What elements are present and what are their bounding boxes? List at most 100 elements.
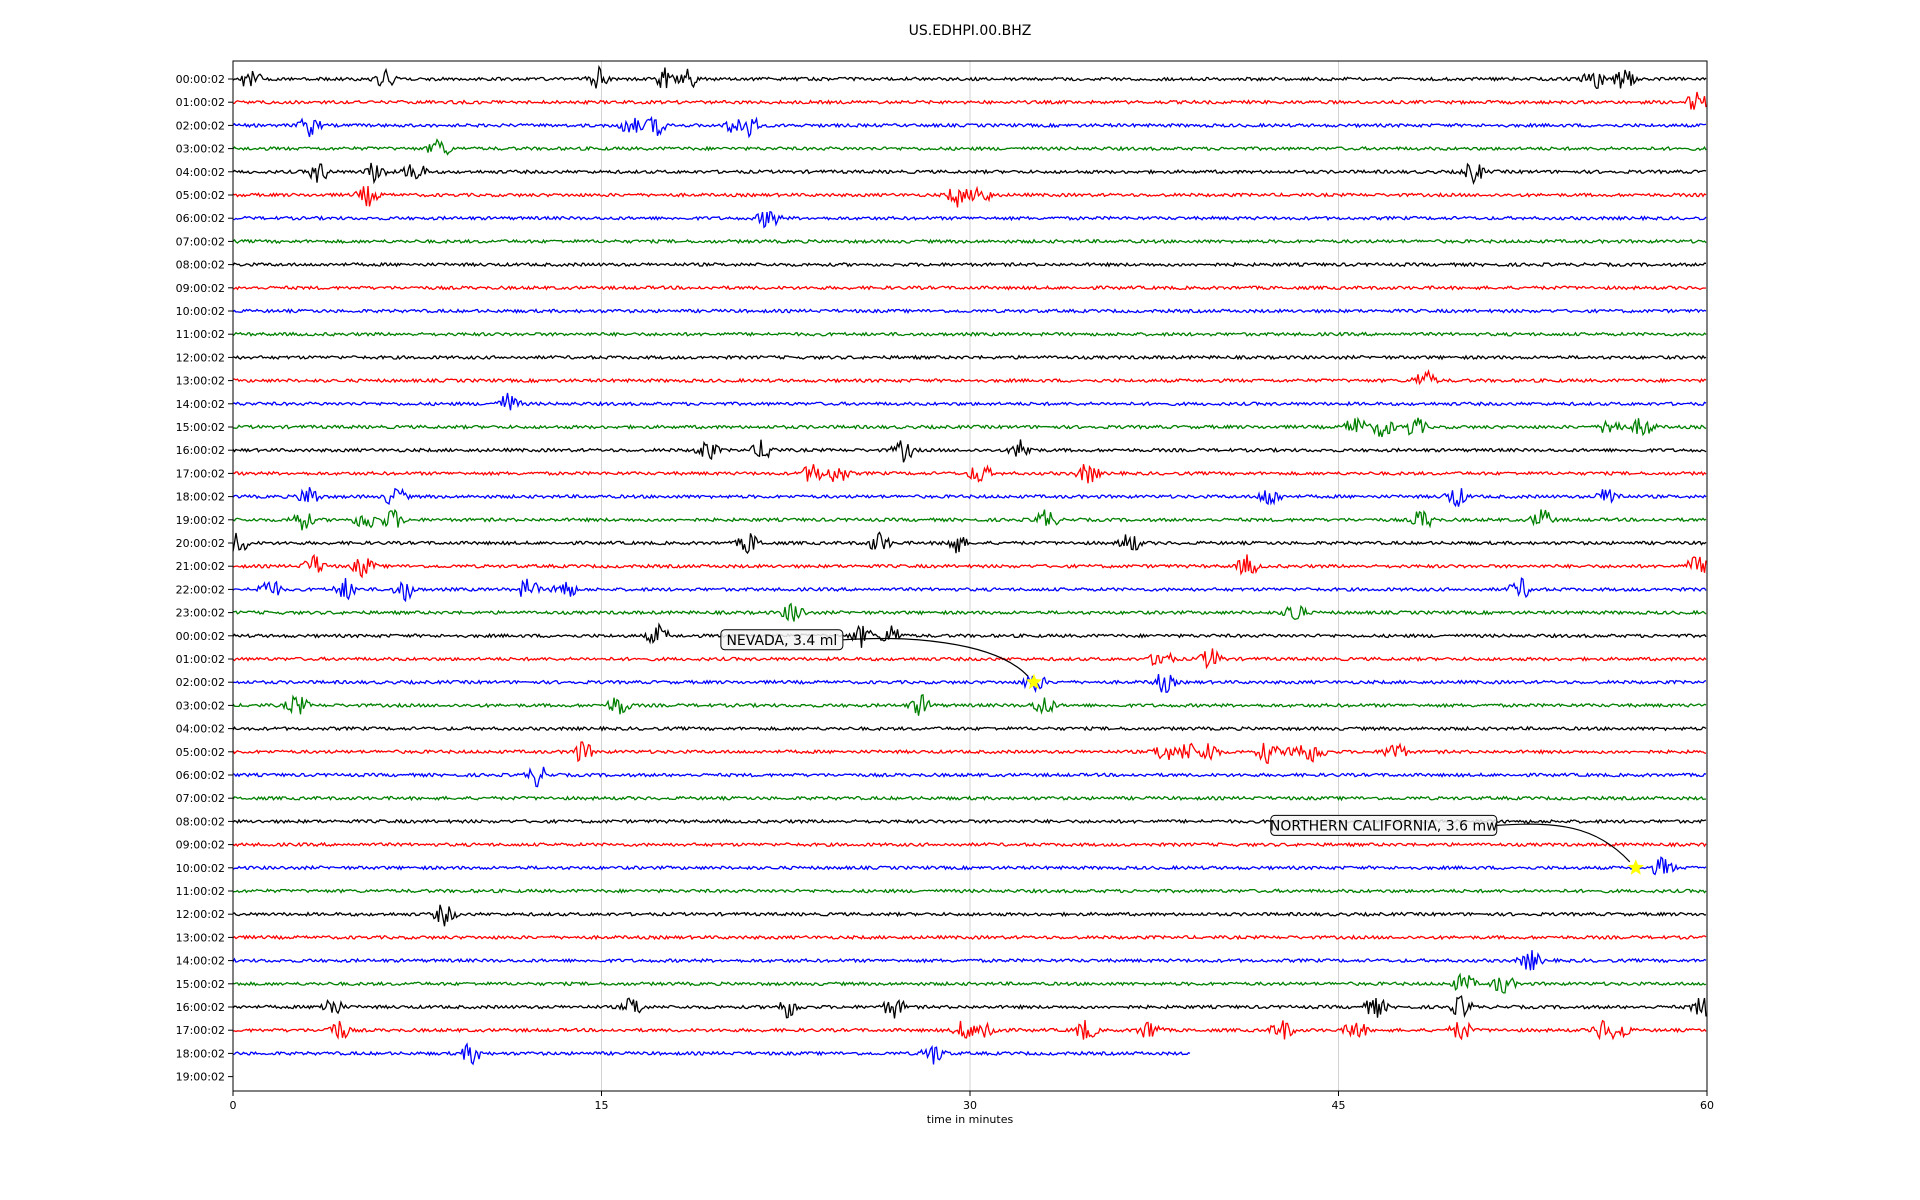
x-axis-label: time in minutes [927,1113,1014,1126]
annotation-box [1270,814,1498,836]
y-tick-label: 10:00:02 [176,305,225,318]
trace-line [232,674,1707,694]
trace-line [232,210,1707,229]
trace-line [232,284,1707,291]
annotation-box [720,629,844,651]
trace-line [232,392,1707,411]
trace-line [232,138,1707,156]
x-tick-label: 45 [1332,1099,1346,1112]
trace-line [232,888,1707,894]
y-tick-label: 11:00:02 [176,885,225,898]
trace-line [232,486,1707,508]
trace-line [232,238,1707,245]
trace-line [232,162,1707,186]
trace-line [232,648,1707,670]
trace-line [232,368,1707,386]
y-tick-label: 07:00:02 [176,235,225,248]
y-tick-label: 03:00:02 [176,699,225,712]
y-tick-label: 09:00:02 [176,839,225,852]
trace-line [232,416,1707,438]
chart-title: US.EDHPI.00.BHZ [909,23,1032,39]
x-tick-label: 0 [230,1099,237,1112]
y-tick-label: 22:00:02 [176,583,225,596]
y-tick-label: 04:00:02 [176,166,225,179]
grid-lines [601,61,1339,1091]
y-tick-label: 10:00:02 [176,862,225,875]
y-tick-label: 17:00:02 [176,467,225,480]
y-tick-label: 19:00:02 [176,514,225,527]
y-tick-label: 12:00:02 [176,351,225,364]
trace-line [232,354,1707,361]
y-tick-label: 13:00:02 [176,931,225,944]
annotations: NEVADA, 3.4 ml NORTHERN CALIFORNIA, 3.6 m… [720,629,1645,875]
trace-line [232,622,1707,648]
trace-line [232,694,1707,716]
trace-line [232,1019,1707,1041]
x-tick-label: 30 [963,1099,977,1112]
trace-line [232,856,1707,876]
x-tick-label: 60 [1700,1099,1714,1112]
y-tick-label: 07:00:02 [176,792,225,805]
y-tick-label: 02:00:02 [176,119,225,132]
trace-line [232,995,1707,1019]
trace-line [232,331,1707,338]
y-tick-label: 16:00:02 [176,444,225,457]
y-tick-label: 04:00:02 [176,723,225,736]
trace-line [232,1042,1191,1066]
event-star-marker [1627,859,1645,875]
trace-lines [232,64,1707,1066]
y-tick-label: 16:00:02 [176,1001,225,1014]
annotation-arrow [842,637,1029,677]
y-tick-label: 03:00:02 [176,143,225,156]
y-tick-label: 09:00:02 [176,282,225,295]
y-tick-label: 06:00:02 [176,212,225,225]
y-tick-label: 01:00:02 [176,653,225,666]
y-tick-labels: 00:00:02 01:00:02 02:00:02 03:00:02 04:00:02… [176,73,233,1084]
trace-line [232,64,1707,89]
y-tick-label: 14:00:02 [176,955,225,968]
x-tick-label: 15 [595,1099,609,1112]
trace-line [232,261,1707,268]
trace-line [232,508,1707,531]
y-tick-label: 18:00:02 [176,491,225,504]
y-tick-label: 05:00:02 [176,746,225,759]
y-tick-label: 06:00:02 [176,769,225,782]
trace-line [232,553,1707,579]
event-star-marker [1025,673,1043,690]
y-tick-label: 05:00:02 [176,189,225,202]
y-tick-label: 14:00:02 [176,398,225,411]
trace-line [232,841,1707,848]
y-tick-label: 15:00:02 [176,421,225,434]
y-tick-label: 19:00:02 [176,1071,225,1084]
annotation-arrow [1496,823,1631,863]
y-tick-label: 11:00:02 [176,328,225,341]
trace-line [232,115,1707,139]
trace-line [232,725,1707,732]
trace-line [232,766,1707,788]
y-tick-label: 21:00:02 [176,560,225,573]
y-tick-label: 20:00:02 [176,537,225,550]
y-tick-label: 15:00:02 [176,978,225,991]
y-tick-label: 08:00:02 [176,815,225,828]
trace-line [232,934,1707,941]
y-tick-label: 12:00:02 [176,908,225,921]
y-tick-label: 17:00:02 [176,1024,225,1037]
trace-line [232,904,1707,927]
trace-line [232,439,1707,463]
trace-line [232,795,1707,802]
y-tick-label: 18:00:02 [176,1047,225,1060]
trace-line [232,185,1707,208]
trace-line [232,577,1707,603]
trace-line [232,741,1707,765]
y-tick-label: 02:00:02 [176,676,225,689]
trace-line [232,972,1707,994]
plot-frame [232,60,1708,1092]
trace-line [232,950,1707,971]
y-tick-label: 13:00:02 [176,375,225,388]
y-tick-label: 00:00:02 [176,630,225,643]
trace-line [232,602,1707,622]
y-tick-label: 08:00:02 [176,259,225,272]
trace-line [232,91,1707,110]
x-tick-labels: 0 15 30 45 60 [230,1091,1714,1112]
